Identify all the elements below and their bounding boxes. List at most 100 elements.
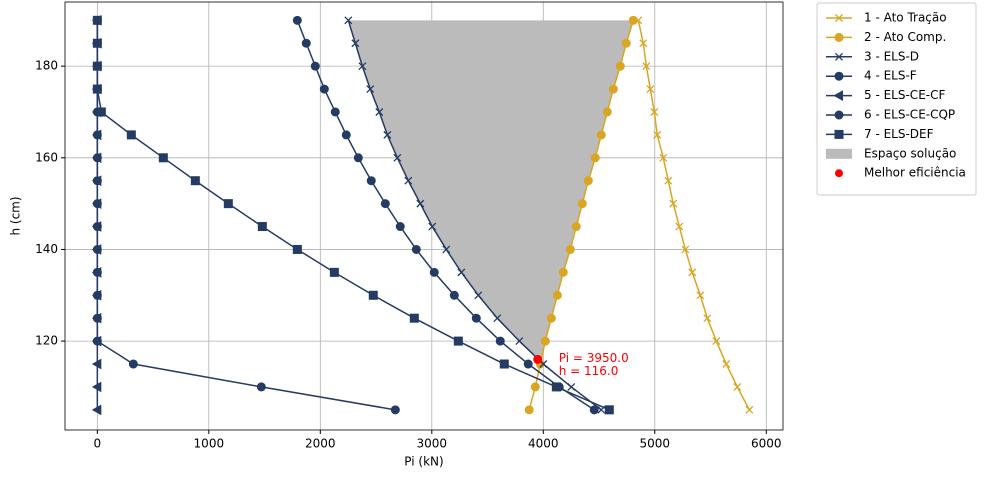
- point: [681, 245, 690, 254]
- y-tick-label: 160: [35, 150, 58, 164]
- y-tick-label: 120: [35, 334, 58, 348]
- point: [703, 314, 712, 323]
- point: [615, 61, 625, 71]
- x-axis-label: Pi (kN): [404, 455, 443, 469]
- point: [604, 405, 614, 415]
- point: [583, 176, 593, 186]
- point: [524, 405, 534, 415]
- point: [590, 153, 600, 163]
- legend-label: Melhor eficiência: [864, 166, 966, 180]
- point: [368, 290, 378, 300]
- point: [92, 176, 102, 186]
- y-axis-label: h (cm): [9, 196, 23, 235]
- point: [411, 244, 421, 254]
- point: [92, 15, 102, 25]
- point: [126, 130, 136, 140]
- point: [499, 359, 509, 369]
- point: [664, 176, 673, 185]
- x-tick-label: 2000: [305, 437, 336, 451]
- legend-label: 6 - ELS-CE-CQP: [864, 108, 955, 122]
- point: [577, 199, 587, 209]
- point: [834, 71, 844, 81]
- point: [92, 84, 102, 94]
- point: [628, 15, 638, 25]
- plot-frame: [64, 1, 784, 431]
- legend-label: 3 - ELS-D: [864, 49, 919, 63]
- point: [602, 107, 612, 117]
- best-label: Pi = 3950.0: [559, 351, 629, 365]
- x-tick-label: 4000: [528, 437, 559, 451]
- point: [546, 313, 556, 323]
- point: [722, 360, 731, 368]
- point: [530, 382, 540, 392]
- best-label: h = 116.0: [559, 364, 619, 378]
- point: [310, 61, 320, 71]
- legend-label: 2 - Ato Comp.: [864, 30, 946, 44]
- point: [92, 244, 102, 254]
- point: [596, 130, 606, 140]
- point: [92, 153, 102, 163]
- legend-label: 1 - Ato Tração: [864, 11, 947, 25]
- point: [833, 90, 843, 101]
- point: [223, 199, 233, 209]
- point: [835, 14, 843, 22]
- point: [639, 39, 648, 48]
- point: [669, 199, 678, 208]
- point: [409, 313, 419, 323]
- point: [642, 62, 651, 71]
- x-tick-label: 3000: [417, 437, 448, 451]
- point: [92, 290, 102, 300]
- point: [341, 130, 351, 140]
- point: [292, 15, 302, 25]
- point: [429, 267, 439, 277]
- point: [92, 267, 102, 277]
- point: [390, 405, 400, 415]
- point: [523, 359, 533, 369]
- x-tick-label: 6000: [751, 437, 782, 451]
- point: [92, 313, 102, 323]
- point: [474, 291, 483, 300]
- point: [92, 199, 102, 209]
- y-tick-label: 180: [35, 59, 58, 73]
- point: [366, 176, 376, 186]
- point: [292, 244, 302, 254]
- point: [552, 290, 562, 300]
- point: [571, 222, 581, 232]
- point: [92, 130, 102, 140]
- point: [301, 38, 311, 48]
- point: [688, 268, 697, 277]
- point: [834, 129, 844, 139]
- point: [659, 153, 668, 162]
- point: [158, 153, 168, 163]
- legend-patch: [826, 148, 852, 159]
- point: [383, 130, 392, 139]
- series-line: [637, 20, 750, 411]
- legend-dot: [835, 169, 843, 178]
- point: [834, 32, 844, 42]
- legend-label: Espaço solução: [864, 146, 956, 160]
- x-tick-label: 1000: [194, 437, 225, 451]
- point: [495, 336, 505, 346]
- point: [395, 222, 405, 232]
- point: [319, 84, 329, 94]
- point: [712, 337, 721, 346]
- point: [92, 336, 102, 346]
- point: [92, 222, 102, 232]
- point: [646, 85, 655, 94]
- point: [96, 107, 106, 117]
- point: [653, 130, 662, 139]
- point: [589, 405, 599, 415]
- point: [457, 268, 466, 277]
- legend-label: 7 - ELS-DEF: [864, 127, 934, 141]
- series-line: [347, 20, 602, 411]
- point: [375, 108, 384, 116]
- point: [92, 38, 102, 48]
- legend-label: 4 - ELS-F: [864, 69, 917, 83]
- y-tick-label: 140: [35, 242, 58, 256]
- point: [380, 199, 390, 209]
- point: [696, 291, 705, 300]
- point: [190, 176, 200, 186]
- point: [675, 222, 684, 231]
- point: [493, 314, 502, 323]
